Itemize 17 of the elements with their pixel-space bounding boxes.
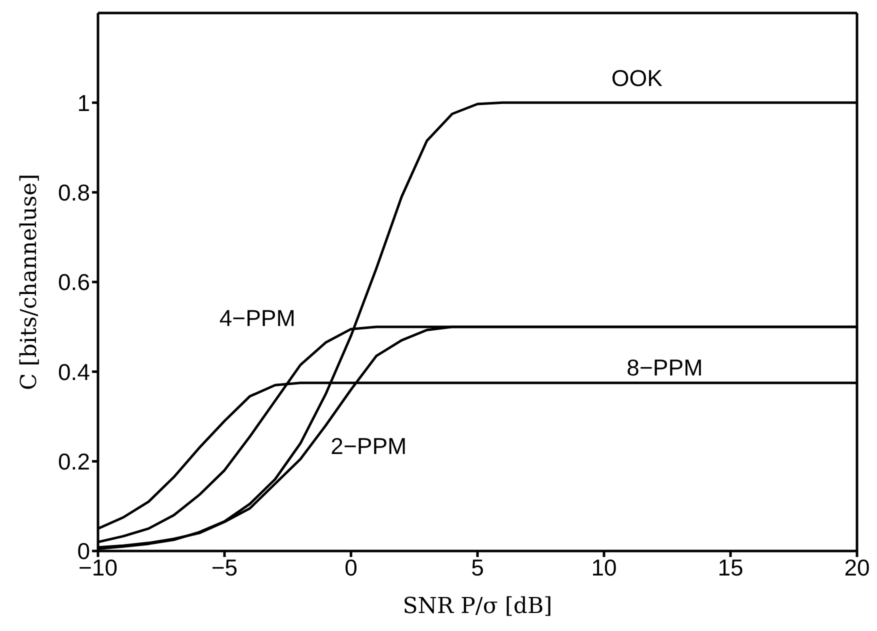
x-tick-label: 10 <box>591 554 617 580</box>
x-axis-title: SNR P/σ [dB] <box>402 594 552 619</box>
x-tick-label: 15 <box>718 554 744 580</box>
series-label: OOK <box>611 65 664 92</box>
y-axis-title: C [bits/channeluse] <box>16 174 42 390</box>
y-tick-label: 0.6 <box>58 269 90 296</box>
series-label: 2−PPM <box>330 432 407 459</box>
y-tick-label: 1 <box>77 90 90 116</box>
x-tick-label: −5 <box>211 554 238 580</box>
x-tick-label: 0 <box>344 554 358 580</box>
y-tick-label: 0.4 <box>58 358 90 385</box>
x-tick-label: 20 <box>844 554 870 580</box>
x-tick-label: 5 <box>471 554 484 580</box>
series-label: 8−PPM <box>626 354 703 380</box>
series-label: 4−PPM <box>219 305 296 332</box>
y-tick-label: 0.8 <box>58 180 90 206</box>
y-tick-label: 0.2 <box>58 448 90 474</box>
